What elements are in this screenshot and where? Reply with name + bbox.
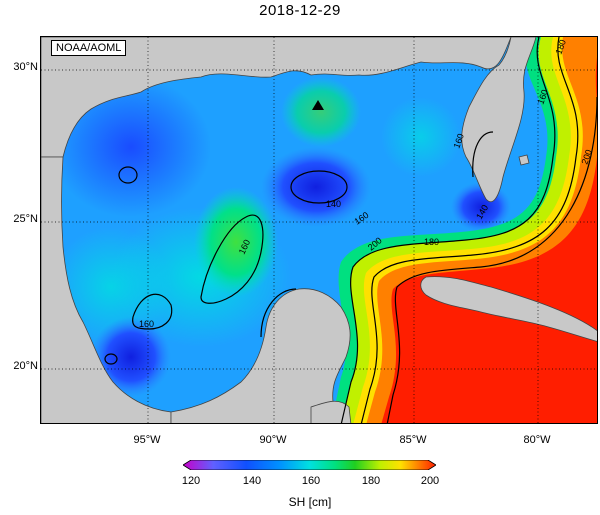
colorbar-tick: 200 xyxy=(420,475,440,487)
contour-labels: 140 160 160 160 180 200 160 160 180 200 … xyxy=(139,38,594,329)
contour-160-campeche xyxy=(260,288,297,338)
station-triangle-icon[interactable] xyxy=(312,100,324,110)
lon-label-80: 80°W xyxy=(523,434,551,446)
contour-200-loop xyxy=(386,96,597,423)
contour-140-bay xyxy=(104,353,118,365)
colorbar-label: SH [cm] xyxy=(288,495,332,509)
contour-160-green xyxy=(200,214,264,304)
field-blob-green xyxy=(194,187,278,297)
sea-height-map: 140 160 160 160 180 200 160 160 180 200 … xyxy=(41,37,597,423)
contour-label: 160 xyxy=(535,88,550,106)
lat-label-20: 20°N xyxy=(13,360,38,372)
lat-label-30: 30°N xyxy=(13,61,38,73)
land-florida xyxy=(461,37,537,203)
field-blob-west xyxy=(51,77,211,217)
contour-label: 160 xyxy=(139,319,154,329)
land-yucatan xyxy=(310,400,352,423)
field-blob-bay xyxy=(91,317,171,397)
map-panel[interactable]: 140 160 160 160 180 200 160 160 180 200 … xyxy=(40,36,598,424)
land-cuba xyxy=(420,276,597,342)
contours xyxy=(104,37,597,423)
colorbar-gradient xyxy=(183,460,436,470)
contour-label: 140 xyxy=(326,199,341,209)
loop-current-red xyxy=(381,57,597,423)
credit-label: NOAA/AOML xyxy=(51,40,127,56)
contour-160-florida xyxy=(472,131,494,178)
lon-label-85: 85°W xyxy=(399,434,427,446)
field-blob-green-north xyxy=(281,77,361,147)
contour-140-west xyxy=(118,166,138,184)
field-blob-central xyxy=(261,147,371,227)
lon-label-95: 95°W xyxy=(133,434,161,446)
colorbar-tick: 160 xyxy=(301,475,321,487)
colorbar-tick: 140 xyxy=(242,475,262,487)
field-blob-shelf xyxy=(381,97,461,177)
colorbar-tick: 180 xyxy=(361,475,381,487)
contour-label: 200 xyxy=(579,148,594,166)
land xyxy=(41,37,597,423)
land-bahamas xyxy=(518,154,530,166)
contour-160-south xyxy=(132,293,173,330)
contour-140-central xyxy=(290,170,348,204)
land-mexico-west xyxy=(41,156,172,423)
colorbar xyxy=(183,460,436,470)
colorbar-tick: 120 xyxy=(181,475,201,487)
contour-180-loop xyxy=(360,37,579,423)
map-title: 2018-12-29 xyxy=(259,2,341,19)
contour-label: 180 xyxy=(553,38,568,56)
land-usa-north xyxy=(41,37,512,158)
contour-label: 160 xyxy=(451,132,466,150)
contour-label: 180 xyxy=(424,237,439,247)
lat-label-25: 25°N xyxy=(13,213,38,225)
lon-label-90: 90°W xyxy=(259,434,287,446)
contour-160-loop xyxy=(340,37,556,423)
